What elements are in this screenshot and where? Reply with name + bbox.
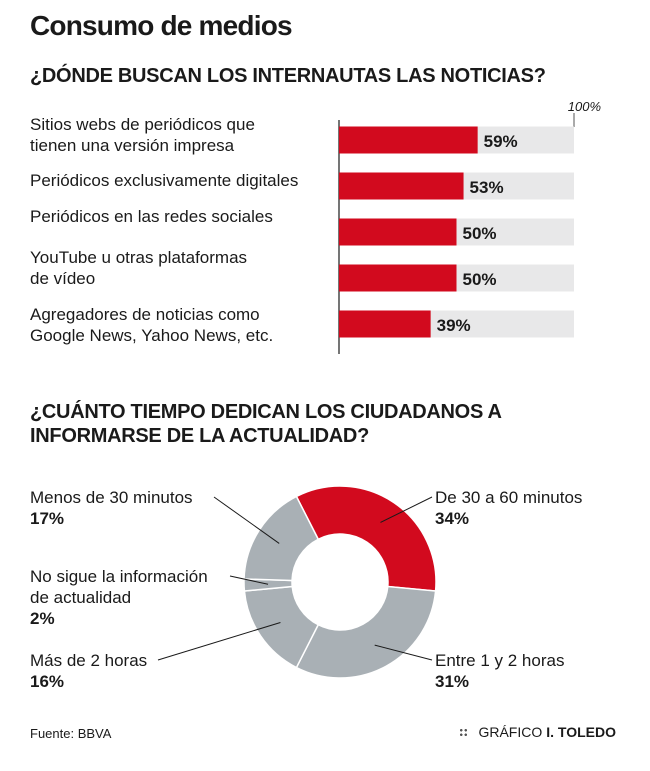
- bar-category-label: YouTube u otras plataformas de vídeo: [30, 248, 247, 288]
- donut-slice-label: No sigue la información de actualidad: [30, 567, 208, 607]
- leader-line: [374, 644, 433, 661]
- bar-category-label: Agregadores de noticias como Google News,…: [30, 305, 273, 345]
- donut-slice-label: De 30 a 60 minutos: [435, 488, 582, 507]
- leader-line: [380, 496, 433, 523]
- donut-value-label: 2%: [30, 609, 55, 628]
- credit-prefix: GRÁFICO: [478, 724, 543, 740]
- donut-slice-label: Entre 1 y 2 horas: [435, 651, 564, 670]
- donut-value-label: 16%: [30, 672, 64, 691]
- bar-category-label-line: de vídeo: [30, 269, 95, 288]
- bar-category-label-line: Agregadores de noticias como: [30, 305, 260, 324]
- bar-chart-title: ¿DÓNDE BUSCAN LOS INTERNAUTAS LAS NOTICI…: [30, 65, 546, 87]
- donut-slice: [295, 585, 437, 679]
- donut-slice-label: Menos de 30 minutos: [30, 488, 193, 507]
- source-note: Fuente: BBVA: [30, 726, 112, 741]
- leader-line: [157, 621, 281, 661]
- bar-category-label: Sitios webs de periódicos que tienen una …: [30, 115, 255, 155]
- bar-category-label-line: Periódicos en las redes sociales: [30, 207, 273, 226]
- chart-title: Consumo de medios: [30, 10, 293, 41]
- bar-value-label: 50%: [463, 224, 497, 243]
- bar-value-label: 39%: [437, 316, 471, 335]
- bar-category-label-line: YouTube u otras plataformas: [30, 248, 247, 267]
- donut-slice-label: Más de 2 horas: [30, 651, 147, 670]
- donut-value-label: 17%: [30, 509, 64, 528]
- donut-slice-label-line: Entre 1 y 2 horas: [435, 651, 564, 670]
- donut-slice-label-line: Más de 2 horas: [30, 651, 147, 670]
- bar: [339, 310, 431, 338]
- donut-slice: [243, 495, 320, 582]
- bar-value-label: 59%: [484, 132, 518, 151]
- donut-slice-label-line: de actualidad: [30, 588, 131, 607]
- leader-line: [229, 575, 269, 585]
- bar-value-label: 53%: [470, 178, 504, 197]
- donut-slice-label-line: Menos de 30 minutos: [30, 488, 193, 507]
- donut-chart-title: ¿CUÁNTO TIEMPO DEDICAN LOS CIUDADANOS A …: [30, 401, 501, 447]
- credit-name: I. TOLEDO: [546, 724, 616, 740]
- bar-category-label-line: Sitios webs de periódicos que: [30, 115, 255, 134]
- bar-category-label-line: tienen una versión impresa: [30, 136, 235, 155]
- bar: [339, 172, 464, 200]
- max-label: 100%: [568, 99, 601, 114]
- bar-category-label-line: Google News, Yahoo News, etc.: [30, 326, 273, 345]
- bar: [339, 218, 457, 246]
- bar-value-label: 50%: [463, 270, 497, 289]
- bar: [339, 264, 457, 292]
- donut-value-label: 34%: [435, 509, 469, 528]
- dots-icon: [459, 727, 469, 737]
- bar-category-label: Periódicos en las redes sociales: [30, 207, 273, 226]
- leader-line: [213, 496, 280, 544]
- donut-slice-label-line: De 30 a 60 minutos: [435, 488, 582, 507]
- bar-category-label: Periódicos exclusivamente digitales: [30, 171, 298, 190]
- donut-slice-label-line: No sigue la información: [30, 567, 208, 586]
- credit: GRÁFICO I. TOLEDO: [459, 724, 616, 740]
- bar-category-label-line: Periódicos exclusivamente digitales: [30, 171, 298, 190]
- bar: [339, 126, 478, 154]
- donut-value-label: 31%: [435, 672, 469, 691]
